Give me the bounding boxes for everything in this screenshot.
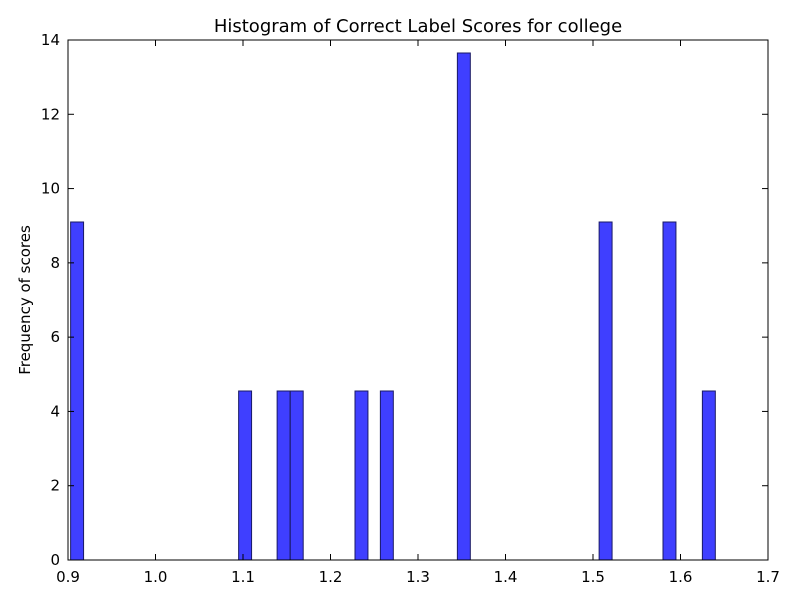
x-tick-label: 1.7 <box>756 568 780 586</box>
x-tick-label: 1.4 <box>494 568 518 586</box>
histogram-bar-6 <box>456 52 471 561</box>
histogram-bar-8 <box>662 221 677 561</box>
y-axis-label: Frequency of scores <box>16 225 34 375</box>
y-tick-label: 2 <box>50 477 60 495</box>
y-tick-label: 4 <box>50 402 60 420</box>
x-tick-label: 1.2 <box>319 568 343 586</box>
x-tick-label: 0.9 <box>56 568 80 586</box>
x-tick-label: 1.3 <box>406 568 430 586</box>
y-tick-label: 12 <box>41 105 60 123</box>
histogram-bar-0 <box>70 221 85 561</box>
histogram-bar-4 <box>354 390 369 561</box>
y-tick-label: 6 <box>50 328 60 346</box>
ticks-group: 0.9 1.0 1.1 1.2 1.3 1.4 1.5 1.6 1.7 0 2 4 6 8 10 12 14 <box>41 31 780 586</box>
histogram-bar-9 <box>701 390 716 561</box>
y-tick-label: 8 <box>50 254 60 272</box>
plot-frame <box>67 39 769 561</box>
x-tick-label: 1.1 <box>231 568 255 586</box>
histogram-bar-7 <box>598 221 613 561</box>
y-tick-label: 0 <box>50 551 60 569</box>
histogram-bar-2 <box>276 390 291 561</box>
y-tick-label: 10 <box>41 180 60 198</box>
x-tick-label: 1.0 <box>144 568 168 586</box>
histogram-bar-1 <box>238 390 253 561</box>
y-tick-label: 14 <box>41 31 60 49</box>
x-tick-label: 1.5 <box>581 568 605 586</box>
bars-group <box>70 52 716 561</box>
x-tick-label: 1.6 <box>669 568 693 586</box>
histogram-bar-3 <box>289 390 304 561</box>
chart-title: Histogram of Correct Label Scores for co… <box>214 16 622 37</box>
histogram-bar-5 <box>379 390 394 561</box>
